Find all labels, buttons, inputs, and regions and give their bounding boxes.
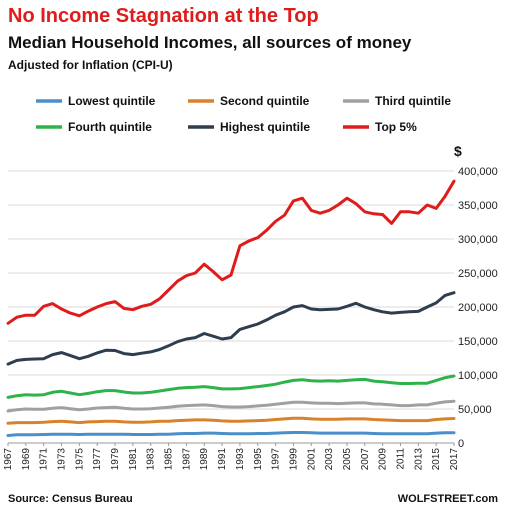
series-line: [6, 416, 456, 425]
x-tick-label: 1985: [164, 448, 175, 471]
x-tick-label: 2017: [449, 448, 460, 471]
chart-title: No Income Stagnation at the Top: [8, 5, 319, 27]
x-tick-label: 1993: [235, 448, 246, 471]
legend-label: Lowest quintile: [68, 94, 156, 108]
x-tick-label: 2001: [306, 448, 317, 471]
x-tick-label: 2011: [395, 448, 406, 470]
y-tick-label: 350,000: [458, 200, 498, 212]
credit-label: WOLFSTREET.com: [398, 493, 498, 505]
x-axis: 1967 1969 1971 1973 1975 1977 1979 1981 1983 1985…: [3, 443, 460, 470]
chart-subtitle: Median Household Incomes, all sources of…: [8, 33, 412, 52]
x-tick-label: 1977: [92, 448, 103, 471]
x-tick-label: 2015: [431, 448, 442, 471]
y-tick-label: 150,000: [458, 336, 498, 348]
legend-label: Third quintile: [375, 94, 451, 108]
y-tick-label: 250,000: [458, 268, 498, 280]
x-tick-label: 2013: [413, 448, 424, 471]
x-tick-label: 1997: [271, 448, 282, 471]
x-tick-label: 1989: [199, 448, 210, 471]
y-tick-label: 300,000: [458, 234, 498, 246]
x-tick-label: 2009: [378, 448, 389, 471]
x-tick-label: 1973: [57, 448, 68, 471]
x-tick-label: 2005: [342, 448, 353, 471]
legend-label: Second quintile: [220, 94, 310, 108]
x-tick-label: 1969: [21, 448, 32, 471]
chart-gridlines: [8, 170, 454, 444]
x-tick-label: 1975: [74, 448, 85, 471]
legend-label: Top 5%: [375, 120, 417, 134]
x-tick-label: 1995: [253, 448, 264, 471]
y-tick-label: 50,000: [458, 404, 492, 416]
series-line: [6, 399, 456, 413]
series-line: [6, 291, 456, 366]
series-line: [6, 374, 456, 399]
x-tick-label: 1991: [217, 448, 228, 471]
x-tick-label: 1987: [181, 448, 192, 471]
y-tick-label: 200,000: [458, 302, 498, 314]
x-tick-label: 1999: [288, 448, 299, 471]
x-tick-label: 2003: [324, 448, 335, 471]
legend-label: Fourth quintile: [68, 120, 152, 134]
x-tick-label: 1979: [110, 448, 121, 471]
legend-label: Highest quintile: [220, 120, 310, 134]
x-tick-label: 1983: [146, 448, 157, 471]
y-axis: 0 50,000 100,000 150,000 200,000 250,000 300,0…: [458, 166, 498, 450]
y-tick-label: 400,000: [458, 166, 498, 178]
chart-note: Adjusted for Inflation (CPI-U): [8, 58, 173, 72]
y-tick-label: 0: [458, 438, 464, 450]
series-line: [6, 431, 456, 437]
chart-legend: Lowest quintile Second quintile Third quin…: [36, 94, 451, 134]
source-label: Source: Census Bureau: [8, 493, 133, 505]
series-line: [6, 179, 456, 325]
y-tick-label: 100,000: [458, 370, 498, 382]
chart-series: [6, 179, 456, 437]
x-tick-label: 1981: [128, 448, 139, 471]
x-tick-label: 1967: [3, 448, 14, 471]
y-axis-unit-label: $: [454, 143, 462, 159]
x-tick-label: 2007: [360, 448, 371, 471]
x-tick-label: 1971: [39, 448, 50, 471]
